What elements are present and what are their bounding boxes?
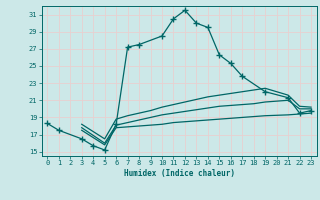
X-axis label: Humidex (Indice chaleur): Humidex (Indice chaleur) <box>124 169 235 178</box>
